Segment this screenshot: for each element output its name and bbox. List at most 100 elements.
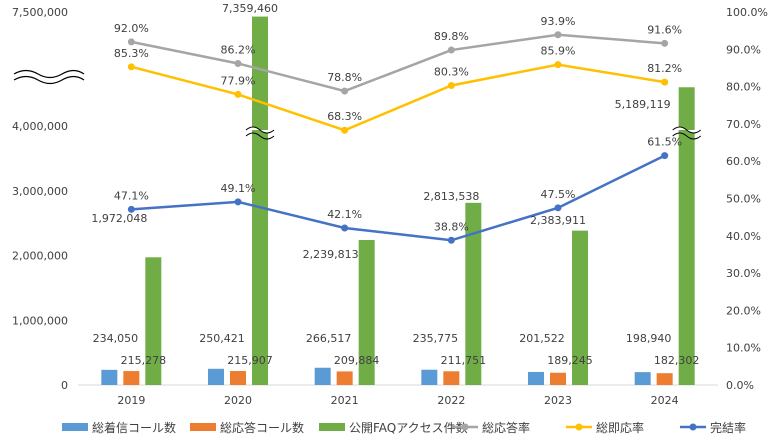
series-point — [341, 126, 349, 134]
series-point — [661, 152, 669, 160]
line-data-label: 78.8% — [327, 71, 362, 84]
bar-data-label: 1,972,048 — [91, 212, 147, 225]
y-left-tick-label: 2,000,000 — [12, 250, 68, 263]
bar — [123, 371, 140, 385]
y-left-tick-label: 4,000,000 — [12, 120, 68, 133]
bar-data-label: 5,189,119 — [615, 98, 671, 111]
bar-break — [245, 126, 275, 134]
bar-data-label: 234,050 — [93, 332, 139, 345]
series-point — [127, 205, 135, 213]
series-point — [127, 63, 135, 71]
series-point — [234, 198, 242, 206]
bar-data-label: 215,907 — [227, 354, 273, 367]
legend-label: 総即応率 — [596, 420, 644, 435]
bar-data-label: 182,302 — [654, 354, 700, 367]
bar-break — [672, 126, 701, 134]
line-data-label: 85.9% — [541, 45, 576, 58]
y-left-tick-label: 3,000,000 — [12, 185, 68, 198]
bar — [421, 369, 438, 385]
legend: 総着信コール数 総応答コール数 公開FAQアクセス件数 総応答率 総即応率 完結率 — [62, 420, 746, 435]
series-line — [131, 63, 665, 132]
series-point — [341, 87, 349, 95]
y-right-tick-label: 80.0% — [726, 81, 761, 94]
series-point — [341, 224, 349, 232]
x-tick-label: 2021 — [331, 394, 359, 407]
series-point — [447, 236, 455, 244]
bar-data-label: 235,775 — [413, 332, 459, 345]
line-data-label: 77.9% — [221, 74, 256, 87]
bar-break — [245, 132, 275, 140]
series-point — [554, 204, 562, 212]
bar-data-label: 2,813,538 — [423, 190, 479, 203]
bar-data-label: 2,239,813 — [303, 248, 359, 261]
line-data-label: 86.2% — [221, 43, 256, 56]
legend-swatch — [575, 423, 583, 431]
bar — [314, 367, 331, 385]
legend-swatch — [689, 423, 697, 431]
legend-label: 公開FAQアクセス件数 — [349, 420, 468, 435]
bar — [656, 373, 673, 385]
series-point — [447, 81, 455, 89]
bar — [230, 371, 246, 385]
bars — [101, 16, 701, 386]
y-right-tick-label: 100.0% — [726, 6, 768, 19]
axis-break-left — [13, 75, 85, 85]
line-data-label: 68.3% — [327, 110, 362, 123]
bar-data-label: 198,940 — [626, 332, 672, 345]
bar-data-label: 7,359,460 — [222, 2, 278, 15]
bar — [550, 372, 566, 385]
x-tick-label: 2020 — [224, 394, 252, 407]
bar — [252, 16, 268, 386]
bar-data-label: 266,517 — [306, 332, 352, 345]
legend-swatch — [461, 423, 469, 431]
legend-label: 総応答コール数 — [220, 420, 304, 435]
line-data-label: 89.8% — [434, 30, 469, 43]
y-right-tick-label: 70.0% — [726, 118, 761, 131]
line-data-label: 85.3% — [114, 47, 149, 60]
line-data-label: 47.1% — [114, 189, 149, 202]
line-data-label: 92.0% — [114, 22, 149, 35]
line-data-label: 47.5% — [541, 188, 576, 201]
line-data-label: 80.3% — [434, 65, 469, 78]
series-point — [554, 61, 562, 69]
y-right-tick-label: 0.0% — [726, 379, 754, 392]
bar-data-label: 189,245 — [547, 354, 593, 367]
bar — [145, 257, 162, 385]
bar — [465, 202, 482, 385]
bar-data-label: 209,884 — [334, 354, 380, 367]
line-data-label: 91.6% — [647, 23, 682, 36]
bar — [443, 371, 460, 385]
bar-data-label: 211,751 — [441, 354, 487, 367]
bar — [528, 371, 544, 385]
y-left-tick-label: 0 — [61, 379, 68, 392]
bar — [358, 239, 375, 385]
y-right-tick-label: 30.0% — [726, 267, 761, 280]
legend-swatch — [319, 423, 345, 431]
legend-swatch — [190, 423, 216, 431]
y-right-tick-label: 20.0% — [726, 304, 761, 317]
series-point — [234, 90, 242, 98]
axis-break-left — [13, 69, 85, 79]
y-right-tick-label: 40.0% — [726, 230, 761, 243]
series-point — [661, 78, 669, 86]
line-data-label: 38.8% — [434, 220, 469, 233]
bar-data-label: 201,522 — [519, 332, 565, 345]
bar — [678, 87, 695, 386]
x-tick-label: 2023 — [544, 394, 572, 407]
line-data-label: 42.1% — [327, 208, 362, 221]
y-right-tick-label: 60.0% — [726, 155, 761, 168]
y-right-tick-label: 50.0% — [726, 193, 761, 206]
bar — [101, 369, 118, 385]
bar-data-label: 250,421 — [199, 332, 245, 345]
bar — [634, 372, 651, 385]
series-line — [131, 33, 665, 93]
series-point — [127, 38, 135, 46]
series-point — [554, 31, 562, 39]
bar-data-label: 215,278 — [121, 354, 167, 367]
series-line — [131, 154, 666, 242]
legend-label: 総応答率 — [482, 420, 530, 435]
y-left-tick-label: 1,000,000 — [12, 314, 68, 327]
bar — [208, 368, 224, 385]
series-point — [447, 46, 455, 54]
